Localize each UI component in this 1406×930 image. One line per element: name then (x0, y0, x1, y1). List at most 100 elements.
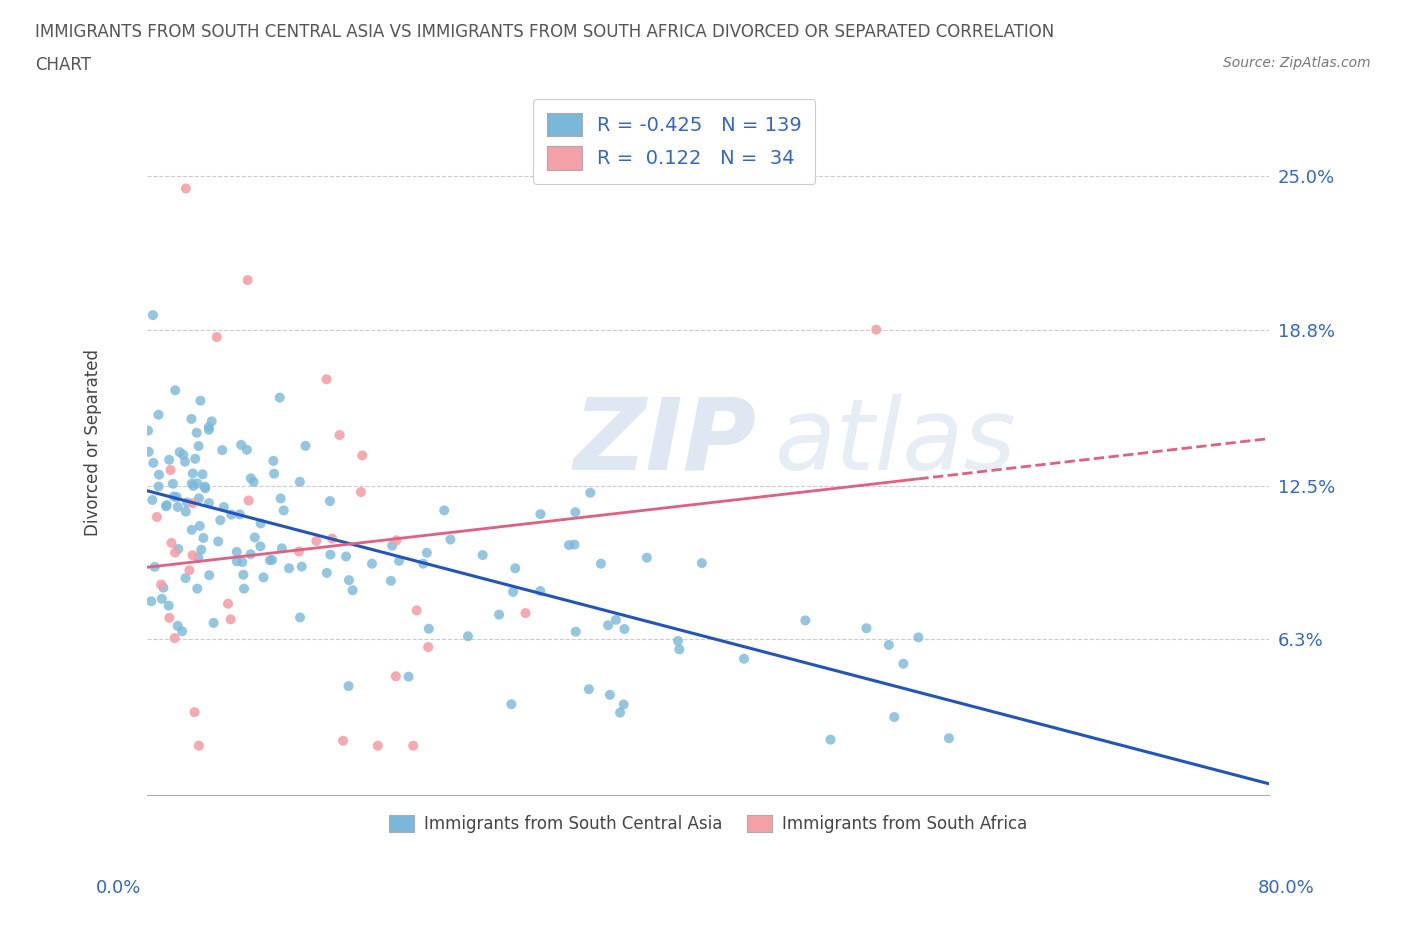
Point (166, 499, 188, 514)
Point (143, 559, 166, 574)
Text: Divorced or Separated: Divorced or Separated (84, 349, 101, 536)
Legend: Immigrants from South Central Asia, Immigrants from South Africa: Immigrants from South Central Asia, Immi… (382, 808, 1033, 840)
Point (191, 467, 214, 482)
Point (270, 491, 292, 506)
Point (907, 630, 929, 644)
Point (217, 596, 239, 611)
Point (141, 493, 163, 508)
Point (385, 669, 408, 684)
Point (342, 583, 364, 598)
Point (515, 605, 537, 620)
Point (198, 496, 221, 511)
Point (666, 633, 689, 648)
Point (332, 733, 354, 748)
Point (668, 642, 690, 657)
Point (193, 530, 215, 545)
Point (380, 573, 402, 588)
Point (163, 631, 186, 645)
Point (190, 542, 212, 557)
Point (243, 530, 266, 545)
Point (148, 467, 170, 482)
Point (174, 181, 197, 196)
Point (198, 422, 221, 437)
Point (159, 462, 181, 477)
Point (433, 503, 456, 518)
Point (270, 541, 292, 556)
Point (501, 697, 523, 711)
Point (820, 732, 842, 747)
Point (599, 687, 621, 702)
Point (181, 496, 204, 511)
Text: Source: ZipAtlas.com: Source: ZipAtlas.com (1223, 56, 1371, 70)
Point (564, 538, 586, 552)
Point (578, 682, 600, 697)
Point (207, 534, 229, 549)
Point (488, 607, 510, 622)
Point (883, 710, 905, 724)
Point (152, 580, 174, 595)
Point (167, 541, 190, 556)
Point (589, 556, 612, 571)
Point (239, 471, 262, 485)
Point (609, 705, 631, 720)
Text: CHART: CHART (35, 56, 91, 73)
Point (209, 512, 232, 527)
Point (613, 621, 636, 636)
Point (156, 498, 179, 512)
Point (291, 559, 314, 574)
Point (319, 547, 342, 562)
Point (263, 466, 285, 481)
Point (564, 505, 586, 520)
Point (231, 554, 253, 569)
Point (252, 570, 274, 585)
Point (146, 510, 169, 525)
Point (150, 591, 173, 606)
Point (305, 534, 328, 549)
Point (232, 567, 254, 582)
Point (186, 476, 208, 491)
Point (205, 329, 228, 344)
Point (142, 456, 165, 471)
Point (190, 393, 212, 408)
Point (388, 553, 411, 568)
Point (329, 428, 352, 443)
Point (231, 437, 253, 452)
Point (180, 476, 202, 491)
Point (262, 454, 284, 469)
Point (596, 618, 619, 632)
Point (183, 478, 205, 493)
Point (155, 498, 177, 513)
Point (418, 621, 440, 636)
Point (179, 563, 201, 578)
Point (733, 651, 755, 666)
Point (180, 523, 202, 538)
Point (457, 629, 479, 644)
Point (180, 412, 202, 427)
Point (529, 507, 551, 522)
Text: ZIP: ZIP (574, 393, 756, 491)
Point (361, 556, 384, 571)
Point (157, 598, 180, 613)
Point (613, 697, 636, 711)
Point (201, 414, 224, 429)
Point (564, 624, 586, 639)
Point (233, 581, 256, 596)
Point (385, 533, 408, 548)
Text: 80.0%: 80.0% (1258, 879, 1315, 897)
Point (181, 548, 204, 563)
Point (172, 447, 194, 462)
Point (181, 466, 204, 481)
Point (165, 545, 187, 560)
Point (416, 545, 439, 560)
Point (136, 423, 159, 438)
Point (225, 544, 247, 559)
Point (249, 538, 271, 553)
Point (877, 637, 900, 652)
Text: atlas: atlas (775, 393, 1017, 491)
Point (187, 439, 209, 454)
Point (165, 383, 187, 398)
Point (186, 581, 208, 596)
Point (141, 594, 163, 609)
Point (294, 438, 316, 453)
Point (249, 516, 271, 531)
